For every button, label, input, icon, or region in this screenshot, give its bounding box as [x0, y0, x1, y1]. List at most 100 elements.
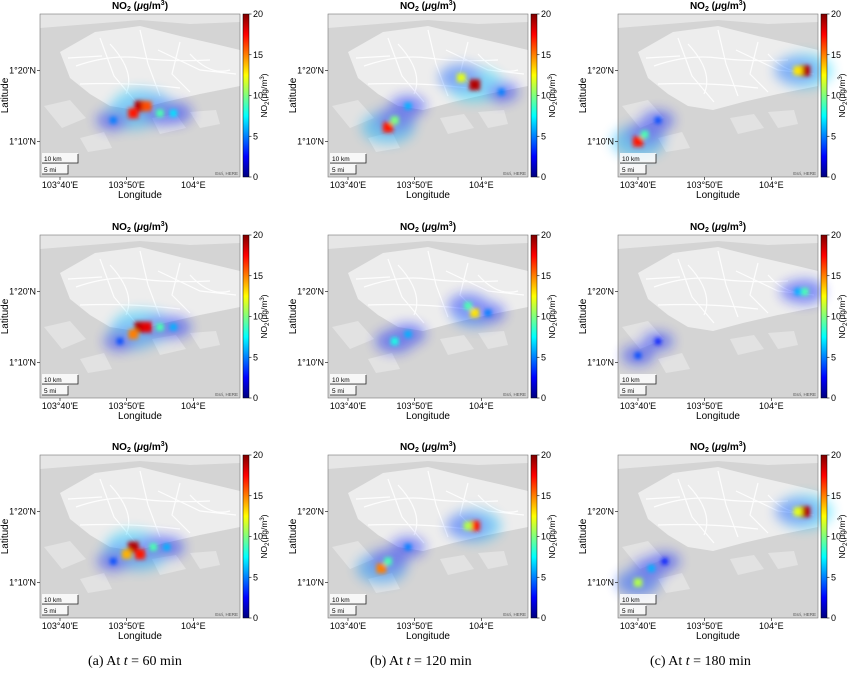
- title-no: NO: [690, 1, 705, 12]
- plume-cell-5: [110, 558, 117, 565]
- map-road-7: [67, 55, 103, 59]
- colorbar-tick-label-0: 0: [831, 613, 836, 623]
- cbl-units: (μg/m: [259, 301, 269, 323]
- colorbar-label: NO2(μg/m3): [259, 294, 271, 338]
- map-islands: [622, 100, 798, 152]
- plume-cells: [116, 321, 177, 345]
- plume-cell-0: [799, 65, 811, 77]
- map-attribution: Esri, HERE: [793, 171, 816, 176]
- y-axis-label: Latitude: [578, 77, 589, 113]
- x-tick-label-0: 103°40'E: [330, 621, 366, 631]
- scale-km-label: 10 km: [332, 597, 350, 604]
- map-land-north: [618, 235, 818, 249]
- plume-cell-1: [464, 302, 472, 310]
- panel-title: NO2 (μg/m3): [112, 441, 168, 454]
- plume-cell-4: [169, 109, 177, 117]
- title-close: ): [743, 222, 746, 233]
- scale-bar: 10 km 5 mi: [42, 594, 79, 616]
- colorbar-tick-label-1: 5: [831, 131, 836, 141]
- scale-bg-mi: [330, 164, 356, 174]
- plume-cell-1: [128, 108, 139, 119]
- title-mu: μ: [714, 442, 721, 453]
- plume-cell-0: [470, 308, 480, 318]
- cbl-units: (μg/m: [547, 521, 557, 543]
- x-tick-label-2: 104°E: [469, 401, 494, 411]
- colorbar-tick-label-4: 20: [253, 450, 263, 460]
- cbl-sup: 3: [548, 517, 554, 521]
- cbl-close: ): [259, 294, 269, 297]
- y-tick-label-0: 1°20'N: [297, 287, 324, 297]
- x-tick-label-2: 104°E: [181, 401, 206, 411]
- map-islands: [44, 100, 220, 152]
- scale-mi-label: 5 mi: [44, 608, 56, 615]
- scale-km-label: 10 km: [332, 377, 350, 384]
- title-mu: μ: [424, 222, 431, 233]
- map-road-4: [657, 303, 759, 310]
- plume-cell-0: [469, 79, 481, 91]
- scale-bg-mi: [42, 164, 68, 174]
- map-road-8: [189, 53, 231, 72]
- map-land-north: [618, 455, 818, 469]
- title-no: NO: [112, 222, 127, 233]
- title-close: ): [165, 1, 168, 12]
- scale-mi-line: [42, 606, 69, 616]
- map-attribution: Esri, HERE: [215, 612, 238, 617]
- map-road-8: [477, 494, 519, 513]
- plume-cell-2: [634, 352, 642, 359]
- cbl-sub: 2: [553, 542, 559, 546]
- plume-cells: [390, 302, 492, 346]
- plume-cell-5: [116, 338, 124, 345]
- map-road-1: [677, 478, 715, 544]
- colorbar-tick-label-3: 15: [253, 271, 263, 281]
- map-frame: [327, 13, 529, 178]
- cbl-sub: 2: [843, 101, 849, 105]
- colorbar: 0 5 10 15 20 NO2(μg/m3): [820, 450, 849, 623]
- map-attribution: Esri, HERE: [793, 612, 816, 617]
- title-sub: 2: [705, 6, 709, 13]
- title-sup: 3: [161, 221, 165, 228]
- colorbar-tick-label-1: 5: [831, 572, 836, 582]
- map-road-5: [109, 264, 130, 316]
- y-tick-label-1: 1°10'N: [297, 578, 324, 588]
- scale-mi-line: [330, 606, 357, 616]
- colorbar-tick-label-3: 15: [541, 491, 551, 501]
- title-sup: 3: [161, 441, 165, 448]
- map-road-6: [445, 490, 525, 516]
- panel-title: NO2 (μg/m3): [112, 0, 168, 13]
- plume-cell-5: [498, 88, 505, 96]
- map-islands: [332, 321, 508, 373]
- cbl-no: NO: [547, 325, 557, 338]
- panel-7: 10 km 5 mi Esri, HERE 103°40'E 103°50'E 104°E…: [288, 441, 559, 642]
- map-attribution: Esri, HERE: [503, 392, 526, 397]
- x-tick-label-1: 103°50'E: [108, 180, 144, 190]
- title-units: g/m: [721, 222, 739, 233]
- title-sub: 2: [415, 227, 419, 234]
- map-road-3: [171, 41, 191, 93]
- plume-cell-1: [134, 549, 146, 560]
- title-close: ): [743, 1, 746, 12]
- cbl-no: NO: [837, 545, 847, 558]
- colorbar-gradient: [530, 234, 538, 399]
- scale-km-line: [42, 375, 79, 385]
- panel-6: 10 km 5 mi Esri, HERE 103°40'E 103°50'E 104°E…: [0, 441, 271, 642]
- cbl-sub: 2: [553, 101, 559, 105]
- x-tick-label-1: 103°50'E: [686, 180, 722, 190]
- scale-mi-label: 5 mi: [622, 388, 634, 395]
- title-close: ): [165, 442, 168, 453]
- cbl-close: ): [259, 514, 269, 517]
- map-road-0: [75, 56, 211, 67]
- map-road-5: [109, 43, 130, 95]
- map-road-6: [445, 270, 525, 296]
- colorbar-label: NO2(μg/m3): [259, 514, 271, 558]
- y-axis-label: Latitude: [0, 518, 11, 554]
- scale-km-line: [42, 595, 79, 605]
- colorbar-tick-label-0: 0: [831, 172, 836, 182]
- scale-bar: 10 km 5 mi: [620, 153, 657, 175]
- scale-bg-km: [620, 374, 656, 384]
- y-axis-label: Latitude: [578, 518, 589, 554]
- y-axis-label: Latitude: [578, 298, 589, 334]
- colorbar-tick-label-1: 5: [541, 352, 546, 362]
- map-road-7: [67, 496, 103, 500]
- scale-mi-line: [330, 165, 357, 175]
- map-road-8: [189, 494, 231, 513]
